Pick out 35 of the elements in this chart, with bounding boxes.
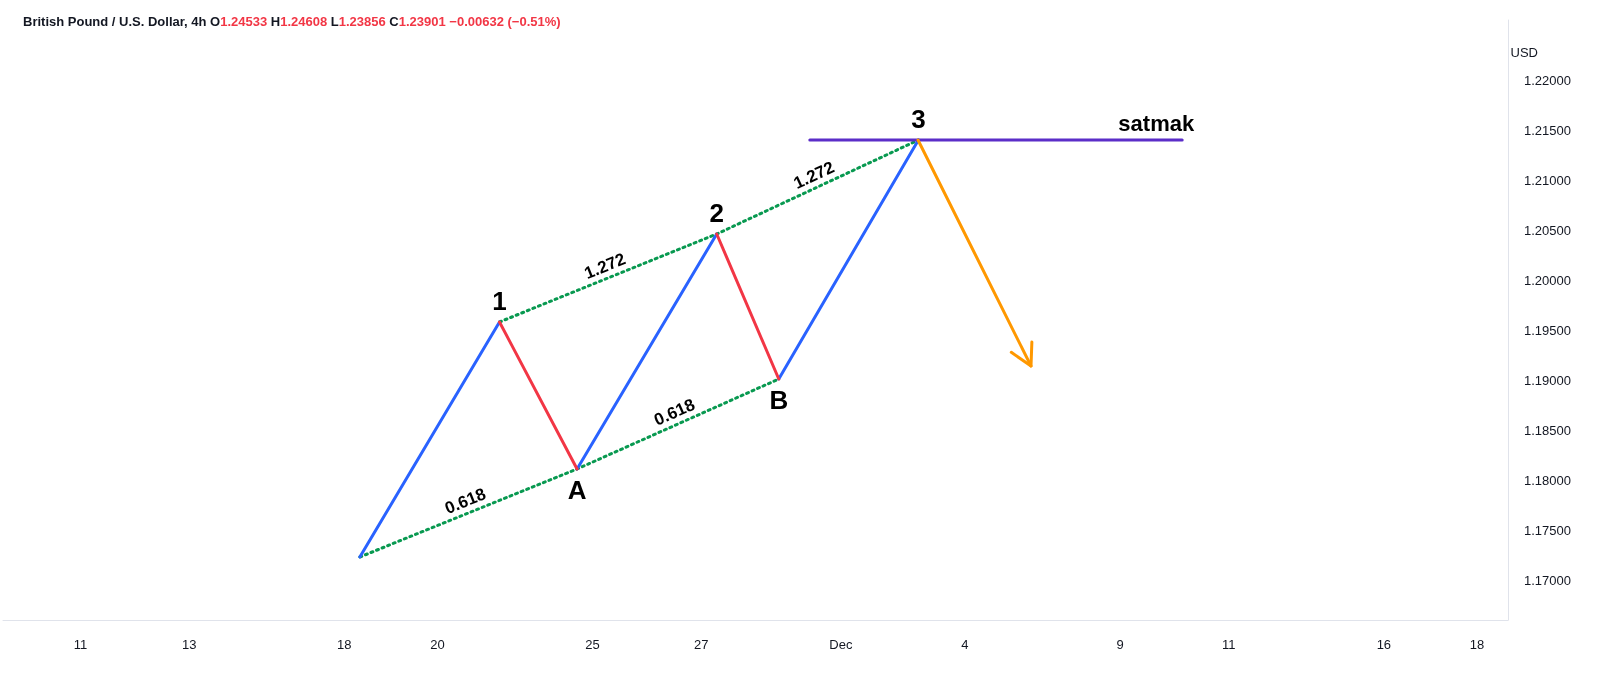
x-tick-label: 16 bbox=[1376, 637, 1392, 652]
y-tick-label: 1.21500 bbox=[1524, 122, 1571, 138]
annotation: 1 bbox=[492, 286, 507, 316]
x-tick-label: Dec bbox=[829, 637, 853, 652]
y-tick-label: 1.17000 bbox=[1524, 572, 1571, 588]
chart-title: British Pound / U.S. Dollar, 4h O1.24533 H1.24608 L1.23856 C1.23901 −0.00632 (−0.51%) bbox=[23, 14, 561, 29]
x-tick-label: 27 bbox=[693, 637, 709, 652]
annotation: 0.618 bbox=[442, 484, 489, 518]
annotation: 3 bbox=[911, 104, 926, 134]
y-tick-label: 1.18000 bbox=[1524, 472, 1571, 488]
y-tick-label: 1.20500 bbox=[1524, 222, 1571, 238]
annotation: 2 bbox=[709, 198, 724, 228]
y-tick-label: 1.19000 bbox=[1524, 372, 1571, 388]
y-tick-label: 1.20000 bbox=[1524, 272, 1571, 288]
y-tick-label: 1.19500 bbox=[1524, 322, 1571, 338]
x-tick-label: 11 bbox=[1221, 637, 1236, 652]
annotation: B bbox=[769, 385, 789, 415]
y-tick-label: 1.18500 bbox=[1524, 422, 1571, 438]
annotation: 0.618 bbox=[651, 394, 698, 430]
x-tick-label: 13 bbox=[181, 637, 197, 652]
y-tick-label: 1.22000 bbox=[1524, 72, 1571, 88]
annotation: 1.272 bbox=[790, 157, 838, 193]
x-tick-label: 11 bbox=[73, 637, 88, 652]
series-label: satmak bbox=[1118, 110, 1195, 136]
x-tick-label: 9 bbox=[1116, 637, 1124, 652]
y-axis-title: USD bbox=[1510, 45, 1539, 60]
x-tick-label: 18 bbox=[337, 637, 352, 652]
annotation: 1.272 bbox=[581, 249, 629, 283]
y-tick-label: 1.21000 bbox=[1524, 172, 1571, 188]
x-tick-label: 25 bbox=[585, 637, 600, 652]
y-tick-label: 1.17500 bbox=[1524, 522, 1571, 538]
x-tick-label: 4 bbox=[961, 637, 969, 652]
x-tick-label: 18 bbox=[1469, 637, 1485, 652]
annotation: A bbox=[567, 475, 587, 505]
x-tick-label: 20 bbox=[430, 637, 445, 652]
